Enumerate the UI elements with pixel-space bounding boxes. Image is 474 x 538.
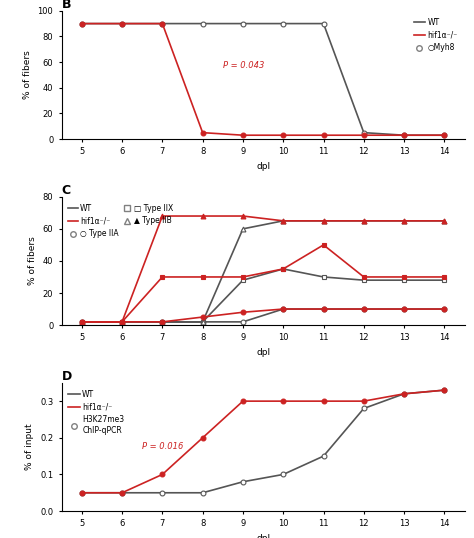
Y-axis label: % of input: % of input	[26, 423, 35, 470]
Text: C: C	[62, 184, 71, 197]
Text: D: D	[62, 370, 72, 383]
Y-axis label: % of fibers: % of fibers	[28, 237, 37, 285]
Legend: WT, hif1α⁻/⁻, ○Myh8: WT, hif1α⁻/⁻, ○Myh8	[410, 15, 461, 55]
Text: B: B	[62, 0, 71, 11]
X-axis label: dpl: dpl	[256, 348, 270, 357]
X-axis label: dpl: dpl	[256, 162, 270, 171]
Y-axis label: % of fibers: % of fibers	[23, 51, 32, 100]
Legend: WT, hif1α⁻/⁻, ○ Type IIA, □ Type IIX, ▲ Type IIB: WT, hif1α⁻/⁻, ○ Type IIA, □ Type IIX, ▲ …	[65, 201, 176, 242]
Text: P = 0.043: P = 0.043	[223, 61, 264, 70]
X-axis label: dpl: dpl	[256, 534, 270, 538]
Text: P = 0.016: P = 0.016	[142, 442, 183, 451]
Legend: WT, hif1α⁻/⁻, H3K27me3
ChIP-qPCR: WT, hif1α⁻/⁻, H3K27me3 ChIP-qPCR	[65, 387, 128, 438]
